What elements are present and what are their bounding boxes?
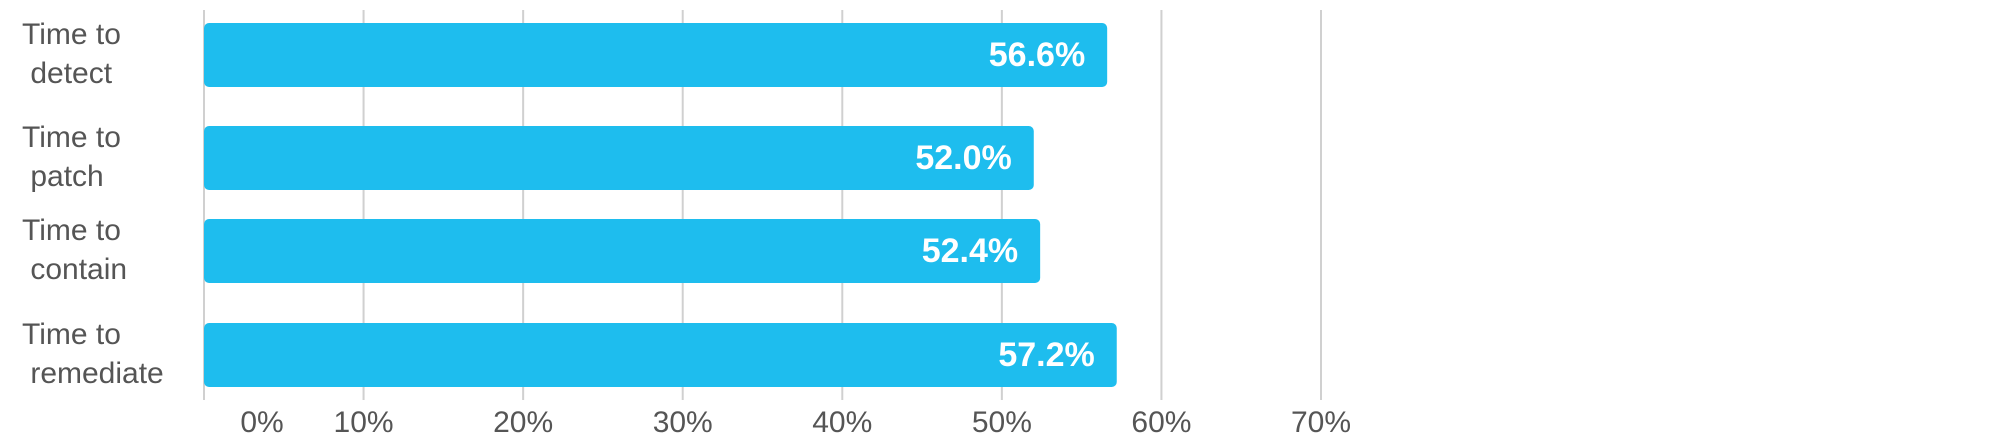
x-tick-label: 70%: [1291, 406, 1351, 439]
bar: [204, 323, 1117, 387]
value-label: 57.2%: [998, 336, 1094, 374]
bar: [204, 126, 1034, 190]
x-tick-label: 10%: [334, 406, 394, 439]
value-label: 56.6%: [989, 36, 1085, 74]
x-tick-label: 50%: [972, 406, 1032, 439]
category-label: Time to remediate: [22, 318, 164, 390]
x-tick-label: 0%: [240, 406, 283, 439]
bar: [204, 23, 1108, 87]
x-tick-label: 30%: [653, 406, 713, 439]
category-label: Time to detect: [22, 18, 121, 90]
value-label: 52.0%: [915, 139, 1011, 177]
bar: [204, 219, 1041, 283]
category-label: Time to contain: [22, 214, 127, 286]
x-tick-label: 20%: [493, 406, 553, 439]
x-tick-label: 60%: [1131, 406, 1191, 439]
value-label: 52.4%: [922, 232, 1018, 270]
x-tick-label: 40%: [812, 406, 872, 439]
category-label: Time to patch: [22, 121, 121, 193]
